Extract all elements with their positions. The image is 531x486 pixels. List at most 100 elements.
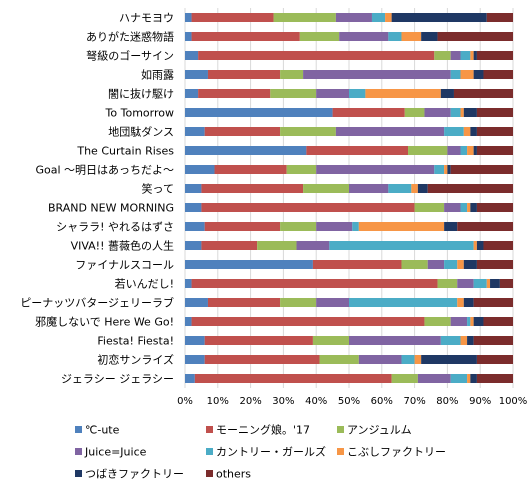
bar-segment xyxy=(434,51,451,60)
bar-segment xyxy=(463,298,474,307)
legend-swatch xyxy=(206,426,213,433)
bar-segment xyxy=(185,336,205,345)
category-label: The Curtain Rises xyxy=(76,145,174,158)
bar-segment xyxy=(444,203,461,212)
category-label: シャララ! やれるはずさ xyxy=(56,221,174,234)
bar-segment xyxy=(303,70,451,79)
category-label: 若いんだし! xyxy=(115,278,174,291)
bar-segment xyxy=(476,51,513,60)
bar-segment xyxy=(280,298,317,307)
bar-segment xyxy=(201,241,258,250)
bar-segment xyxy=(286,165,317,174)
bar-segment xyxy=(339,32,389,41)
bar-segment xyxy=(417,374,451,383)
bar-segment xyxy=(476,355,513,364)
bar-segment xyxy=(427,260,445,269)
bar-segment xyxy=(358,222,445,231)
bar-segment xyxy=(424,108,451,117)
bar-segment xyxy=(207,298,281,307)
bar-segment xyxy=(476,127,513,136)
bar-segment xyxy=(417,184,428,193)
bar-segment xyxy=(185,241,202,250)
category-label: 邪魔しないで Here We Go! xyxy=(35,315,174,329)
legend-swatch xyxy=(75,470,82,477)
bar-segment xyxy=(185,317,192,326)
bar-segment xyxy=(404,108,425,117)
category-label: 闇に抜け駆け xyxy=(108,87,174,101)
bar-segment xyxy=(185,298,208,307)
bar-segment xyxy=(427,184,513,193)
bar-segment xyxy=(352,222,359,231)
x-tick-label: 60% xyxy=(371,396,393,407)
x-tick-label: 50% xyxy=(338,396,360,407)
category-label: Fiesta! Fiesta! xyxy=(97,335,174,348)
category-label: ファイナルスコール xyxy=(75,259,174,272)
bar-segment xyxy=(463,108,477,117)
category-label: ジェラシー ジェラシー xyxy=(61,373,174,386)
bar-segment xyxy=(473,241,477,250)
bar-segment xyxy=(204,222,281,231)
bar-segment xyxy=(185,127,205,136)
bar-segment xyxy=(450,70,461,79)
bar-segment xyxy=(460,146,468,155)
bar-segment xyxy=(185,146,307,155)
bar-segment xyxy=(191,13,274,22)
bar-segment xyxy=(486,13,513,22)
category-label: 如雨露 xyxy=(141,68,174,82)
bar-segment xyxy=(467,146,474,155)
legend-label: つばきファクトリー xyxy=(85,468,184,481)
bar-segment xyxy=(467,317,471,326)
bar-segment xyxy=(476,108,513,117)
legend-swatch xyxy=(206,448,213,455)
bar-segment xyxy=(273,13,336,22)
bar-segment xyxy=(201,184,304,193)
category-label: ありがた迷惑物語 xyxy=(86,30,174,44)
bar-segment xyxy=(414,203,445,212)
bar-segment xyxy=(453,89,513,98)
bar-segment xyxy=(204,355,320,364)
bar-segment xyxy=(185,355,205,364)
bar-segment xyxy=(349,298,458,307)
bar-segment xyxy=(447,146,461,155)
bar-segment xyxy=(214,165,287,174)
bar-segment xyxy=(450,108,461,117)
legend-swatch xyxy=(75,448,82,455)
bar-segment xyxy=(270,89,317,98)
bar-segment xyxy=(483,70,513,79)
legend-label: ℃-ute xyxy=(85,424,120,437)
bar-segment xyxy=(434,165,445,174)
legend-label: others xyxy=(216,468,251,481)
bar-segment xyxy=(185,32,192,41)
category-label: 初恋サンライズ xyxy=(97,353,174,367)
legend-label: Juice=Juice xyxy=(84,446,147,459)
legend-label: アンジュルム xyxy=(347,424,412,437)
bar-segment xyxy=(349,89,366,98)
bar-segment xyxy=(198,89,271,98)
bar-segment xyxy=(447,165,451,174)
bar-segment xyxy=(473,336,513,345)
bar-segment xyxy=(185,184,202,193)
bar-segment xyxy=(316,89,349,98)
category-label: To Tomorrow xyxy=(105,107,174,120)
bar-segment xyxy=(185,70,208,79)
bars xyxy=(185,13,513,383)
bar-segment xyxy=(280,222,317,231)
bar-segment xyxy=(185,51,199,60)
bar-segment xyxy=(444,260,458,269)
legend-swatch xyxy=(337,448,344,455)
bar-segment xyxy=(424,317,451,326)
bar-segment xyxy=(440,336,461,345)
bar-segment xyxy=(365,89,441,98)
bar-segment xyxy=(486,279,491,288)
bar-segment xyxy=(470,127,477,136)
x-tick-label: 10% xyxy=(207,396,229,407)
bar-segment xyxy=(444,165,448,174)
legend-swatch xyxy=(75,426,82,433)
bar-segment xyxy=(185,222,205,231)
category-label: BRAND NEW MORNING xyxy=(48,202,174,215)
bar-segment xyxy=(470,317,474,326)
bar-segment xyxy=(198,51,435,60)
bar-segment xyxy=(257,241,297,250)
legend-swatch xyxy=(337,426,344,433)
